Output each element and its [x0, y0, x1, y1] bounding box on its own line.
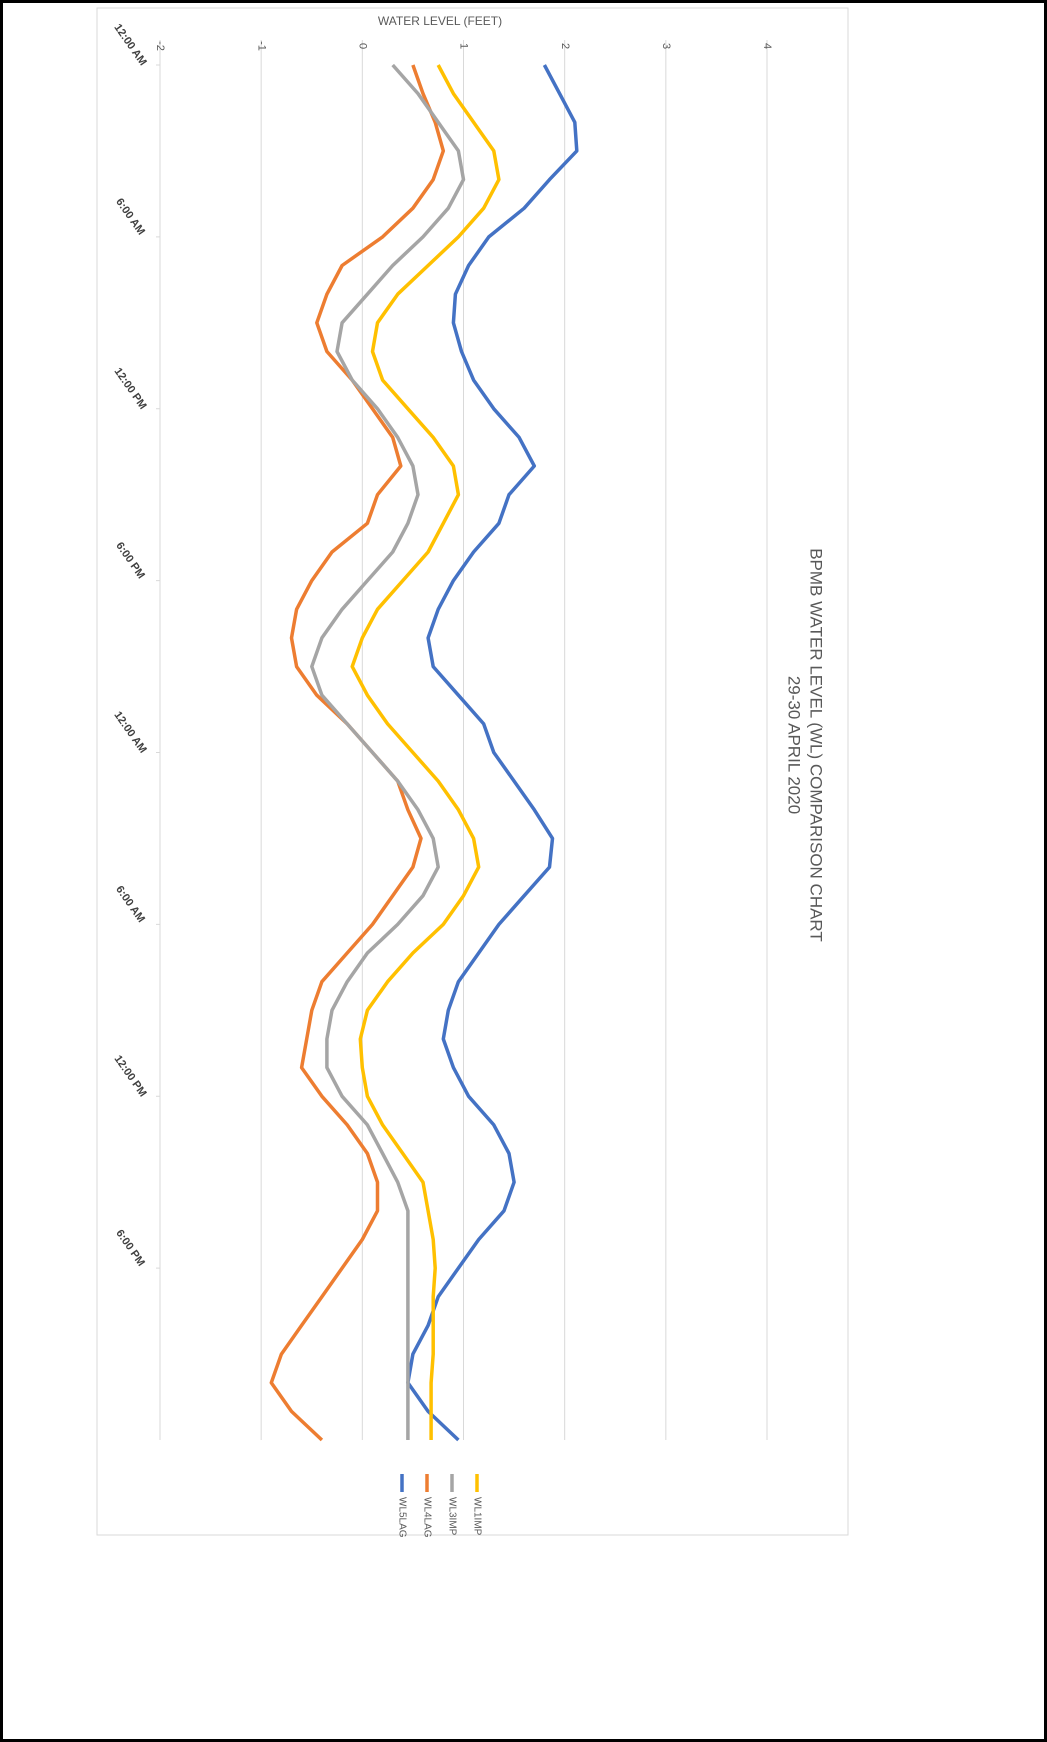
legend-label: WL4LAG	[421, 1497, 432, 1538]
series-line	[350, 64, 501, 1440]
chart-title: BPMB WATER LEVEL (WL) COMPARISON CHART	[807, 548, 826, 942]
chart-subtitle: 29-30 APRIL 2020	[785, 676, 804, 814]
axis-title: WATER LEVEL (FEET)	[378, 14, 502, 28]
y-tick-label: 1	[458, 43, 470, 49]
series-line	[310, 63, 466, 1440]
series-line	[406, 64, 579, 1442]
y-tick-label: -1	[255, 41, 267, 51]
y-tick-label: 2	[559, 43, 571, 49]
y-tick-label: -2	[154, 41, 166, 51]
legend-label: WL1IMP	[471, 1497, 482, 1536]
y-tick-label: 0	[356, 43, 368, 49]
y-tick-label: 3	[660, 43, 672, 49]
y-tick-label: 4	[761, 43, 773, 49]
plot-frame	[96, 7, 849, 1536]
legend-label: WL5LAG	[396, 1497, 407, 1538]
legend-label: WL3IMP	[446, 1497, 457, 1536]
